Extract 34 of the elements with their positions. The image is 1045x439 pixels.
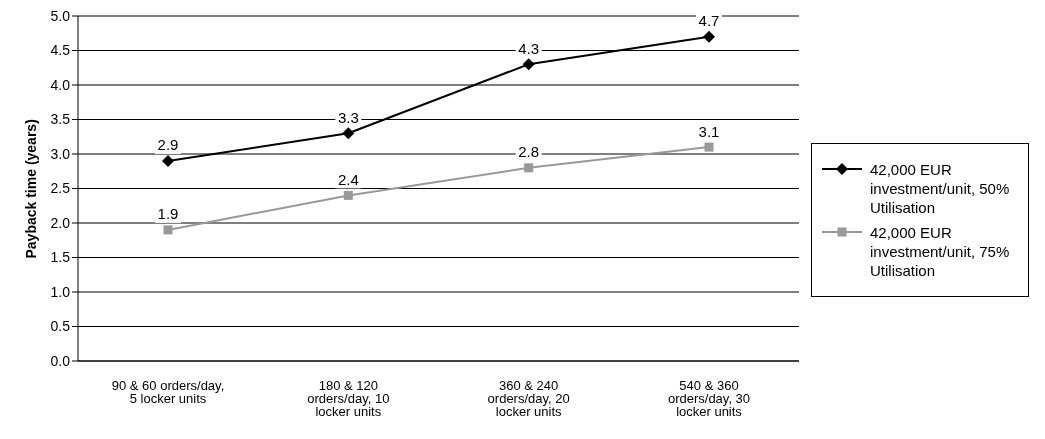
y-tick-label: 0.5	[50, 318, 71, 335]
legend-label: 42,000 EUR investment/unit, 75% Utilisation	[870, 222, 1010, 280]
y-tick-label: 2.5	[50, 180, 71, 197]
x-tick-label: 180 & 120 orders/day, 10 locker units	[307, 378, 390, 420]
point	[703, 30, 715, 43]
y-tick-label: 3.0	[50, 145, 71, 162]
point	[342, 127, 355, 140]
point	[162, 154, 174, 167]
data-label: 4.7	[698, 12, 720, 30]
data-label: 3.1	[698, 122, 720, 140]
data-label: 1.9	[157, 205, 179, 223]
y-tick-label: 5.0	[50, 7, 71, 24]
data-label: 3.3	[337, 108, 359, 126]
y-tick-label: 1.0	[50, 283, 71, 300]
data-label: 2.4	[337, 170, 359, 188]
x-tick-label: 540 & 360 orders/day, 30 locker units	[667, 378, 751, 420]
point	[522, 58, 535, 71]
y-axis-title: Payback time (years)	[22, 119, 39, 259]
point	[704, 142, 714, 152]
data-label: 2.9	[157, 136, 179, 154]
x-tick-label: 360 & 240 orders/day, 20 locker units	[487, 378, 570, 420]
y-tick-label: 4.0	[50, 76, 71, 93]
y-tick-label: 2.0	[50, 214, 71, 231]
y-tick-label: 0.0	[50, 352, 71, 369]
x-tick-label: 90 & 60 orders/day, 5 locker units	[111, 378, 225, 407]
y-tick-label: 4.5	[50, 42, 71, 59]
point	[343, 190, 353, 200]
y-tick-label: 1.5	[50, 249, 71, 266]
data-label: 4.3	[518, 39, 540, 57]
legend-label: 42,000 EUR investment/unit, 50% Utilisation	[870, 159, 1010, 217]
point	[163, 225, 173, 235]
data-label: 2.8	[518, 143, 540, 161]
y-tick-label: 3.5	[50, 111, 71, 128]
point	[524, 163, 534, 173]
